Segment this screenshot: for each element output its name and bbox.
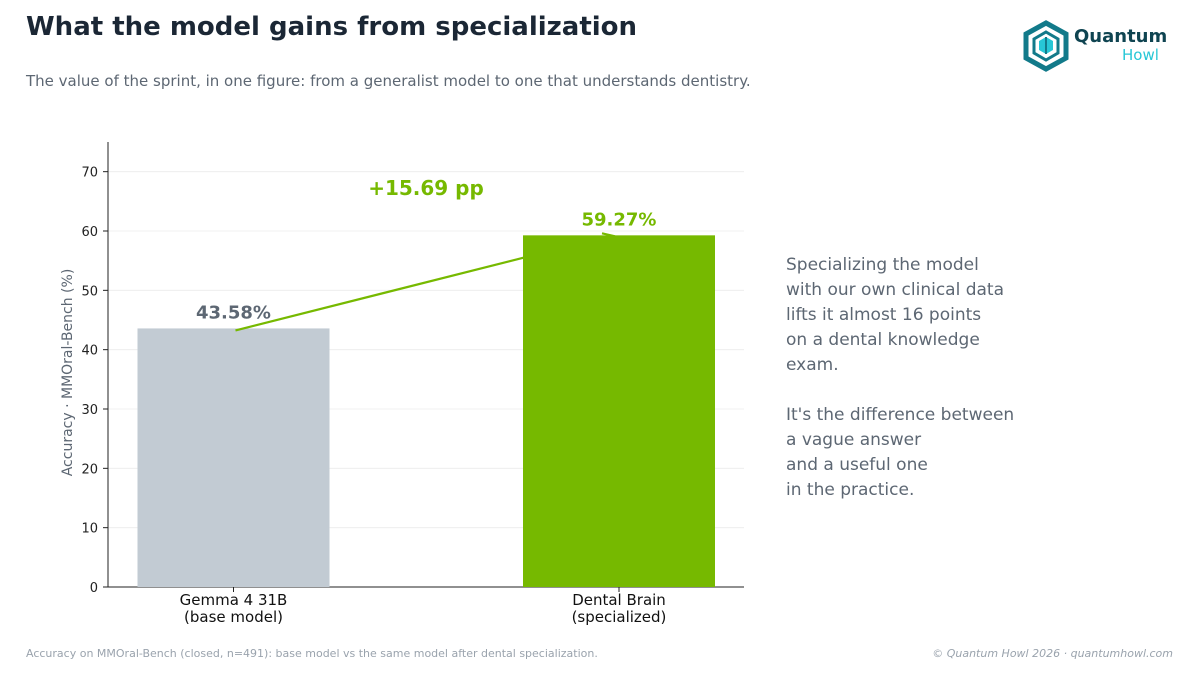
chart-footnote: Accuracy on MMOral-Bench (closed, n=491)…	[26, 647, 598, 660]
y-tick-label: 0	[90, 581, 98, 596]
x-tick-label: (specialized)	[572, 608, 667, 626]
y-tick-label: 20	[81, 462, 98, 477]
bar-value-label: 43.58%	[196, 302, 271, 323]
bar-chart: 0 10 20 30 40 50 60 70 Accuracy · MMOral-Bench (…	[60, 142, 744, 626]
y-tick-label: 10	[81, 522, 98, 537]
logo-wordmark-quantum: Quantum	[1074, 26, 1168, 47]
gain-arrow-line	[235, 255, 530, 332]
page-title: What the model gains from specialization	[26, 12, 638, 42]
y-tick-label: 50	[81, 284, 98, 299]
y-axis-label: Accuracy · MMOral-Bench (%)	[60, 269, 76, 477]
x-tick-label: Dental Brain	[572, 591, 666, 609]
x-tick-label: Gemma 4 31B	[180, 591, 288, 609]
y-tick-label: 70	[81, 166, 98, 181]
bar-value-label: 59.27%	[582, 209, 657, 230]
hexagon-logo-icon	[1023, 20, 1069, 72]
page-subtitle: The value of the sprint, in one figure: …	[26, 72, 751, 90]
y-tick-label: 40	[81, 344, 98, 359]
y-tick-label: 30	[81, 403, 98, 418]
bar	[137, 328, 330, 587]
y-tick-label: 60	[81, 225, 98, 240]
gain-arrow-head	[601, 232, 616, 238]
gain-annotation: +15.69 pp	[368, 176, 484, 200]
commentary-paragraph-1: Specializing the model with our own clin…	[786, 255, 1004, 375]
commentary-paragraph-2: It's the difference between a vague answ…	[786, 405, 1015, 500]
copyright-notice: © Quantum Howl 2026 · quantumhowl.com	[932, 647, 1173, 660]
side-commentary: Specializing the model with our own clin…	[786, 253, 1046, 528]
brand-logo: Quantum Howl	[1022, 20, 1172, 75]
logo-wordmark-howl: Howl	[1122, 46, 1159, 64]
x-tick-label: (base model)	[184, 608, 283, 626]
bar	[523, 235, 715, 587]
